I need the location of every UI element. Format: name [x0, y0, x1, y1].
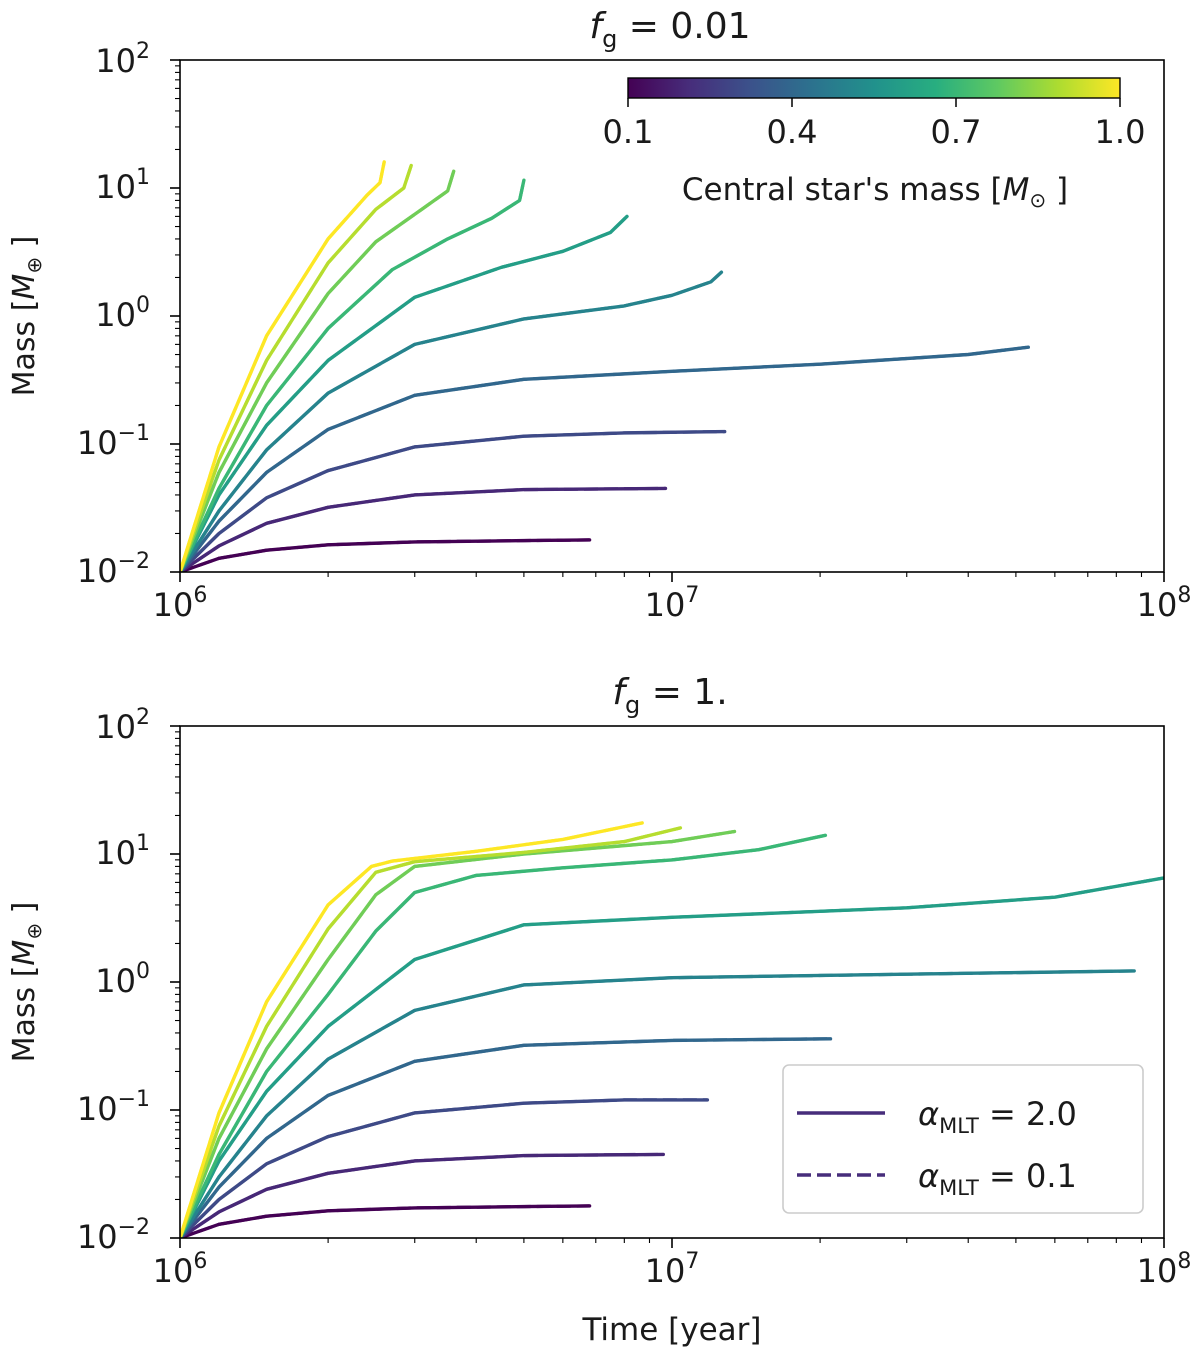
colorbar-tick-label: 1.0 — [1095, 113, 1146, 151]
series-line-solid — [180, 486, 668, 572]
panel-top: fg = 0.01 Mass [M⊕ ] 10−2 10−1 100 101 1… — [7, 6, 1191, 624]
ytick-label: 10−2 — [77, 549, 150, 590]
panel-top-ylabel: Mass [M⊕ ] — [7, 236, 46, 397]
ytick-label: 101 — [95, 831, 150, 872]
series-line-solid — [180, 969, 1136, 1238]
xtick-label: 108 — [1137, 583, 1192, 624]
panel-top-ticks — [170, 59, 1165, 582]
panel-top-title: fg = 0.01 — [589, 6, 750, 53]
legend-box — [782, 1064, 1144, 1214]
ytick-label: 102 — [95, 705, 150, 746]
series-line-solid — [180, 214, 629, 572]
series-line-solid — [180, 1037, 833, 1238]
legend-entry-label: αMLT = 2.0 — [918, 1095, 1077, 1138]
colorbar: 0.1 0.4 0.7 1.0 Central star's mass [M⊙ ] — [603, 77, 1146, 212]
series-line-solid — [180, 833, 828, 1238]
ytick-label: 10−2 — [77, 1215, 150, 1256]
series-line-solid — [180, 1204, 592, 1238]
panel-bottom: fg = 1. Mass [M⊕ ] 10−2 10−1 100 101 102… — [7, 672, 1191, 1348]
ytick-label: 10−1 — [77, 1087, 150, 1128]
panel-bottom-ylabel: Mass [M⊕ ] — [7, 902, 46, 1063]
panel-top-series — [180, 160, 1031, 572]
ytick-label: 10−1 — [77, 421, 150, 462]
xtick-label: 106 — [153, 583, 208, 624]
series-line-solid — [180, 1098, 710, 1238]
series-line-dashed — [180, 179, 526, 572]
panel-bottom-ticks — [170, 725, 1165, 1248]
series-line-solid — [180, 821, 644, 1238]
colorbar-tick-label: 0.7 — [931, 113, 982, 151]
legend-entry-label: αMLT = 0.1 — [918, 1157, 1077, 1200]
legend: αMLT = 2.0 αMLT = 0.1 — [782, 1064, 1144, 1214]
panel-bottom-axes-frame — [179, 725, 1165, 1239]
xtick-label: 108 — [1137, 1249, 1192, 1290]
series-line-solid — [180, 1152, 665, 1238]
series-line-dashed — [180, 215, 629, 572]
series-line-solid — [180, 345, 1031, 572]
series-line-solid — [180, 876, 1164, 1238]
xtick-label: 106 — [153, 1249, 208, 1290]
series-line-solid — [180, 163, 413, 572]
series-line-solid — [180, 429, 727, 572]
xtick-label: 107 — [645, 1249, 700, 1290]
panel-top-axes-frame — [179, 59, 1165, 573]
xtick-label: 107 — [645, 583, 700, 624]
series-line-solid — [180, 160, 386, 572]
panel-bottom-xlabel: Time [year] — [581, 1312, 761, 1348]
colorbar-tick-label: 0.1 — [603, 113, 654, 151]
series-line-solid — [180, 270, 724, 572]
colorbar-label: Central star's mass [M⊙ ] — [682, 172, 1068, 212]
series-line-solid — [180, 826, 683, 1238]
ytick-label: 102 — [95, 39, 150, 80]
panel-bottom-title: fg = 1. — [612, 672, 727, 719]
series-line-solid — [180, 538, 592, 572]
series-line-solid — [180, 178, 526, 572]
panel-bottom-series — [180, 821, 1164, 1238]
colorbar-tick-label: 0.4 — [767, 113, 818, 151]
colorbar-ticks: 0.1 0.4 0.7 1.0 — [603, 98, 1146, 151]
series-line-solid — [180, 169, 456, 572]
ytick-label: 101 — [95, 165, 150, 206]
ytick-label: 100 — [95, 959, 150, 1000]
series-line-solid — [180, 829, 737, 1238]
colorbar-gradient — [627, 77, 1121, 99]
ytick-label: 100 — [95, 293, 150, 334]
